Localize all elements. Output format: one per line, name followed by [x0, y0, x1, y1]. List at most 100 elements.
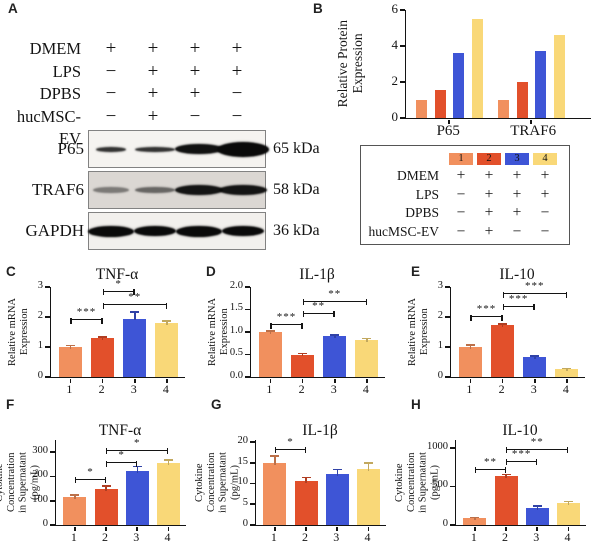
panel-letter: C [6, 264, 16, 279]
blot-row: TRAF6 58 kDa [4, 171, 320, 209]
error-bar-cap [501, 473, 511, 476]
x-tick-label: 1 [470, 530, 477, 544]
panel-letter: H [411, 397, 421, 412]
protein-band [176, 225, 222, 237]
error-bar-cap [163, 459, 173, 461]
x-tick [474, 526, 476, 531]
bar [463, 518, 487, 525]
y-tick-label: 1.5 [229, 302, 243, 314]
panel-c-tnfa-mrna-chart: C TNF-α Relative mRNA Expression *** ** * 0 1 2 3… [0, 263, 200, 396]
protein-band [134, 226, 176, 236]
significance-bracket [470, 314, 503, 321]
bar [535, 50, 546, 118]
significance-label: ** [328, 287, 342, 300]
y-tick-label: 2 [391, 73, 399, 89]
error-bar-cap [301, 476, 311, 479]
error-bar-line [367, 462, 370, 471]
error-bar-line [536, 506, 538, 510]
y-tick-label: 0 [242, 517, 248, 529]
panel-b-protein-expression-chart: 1 2 3 4 DMEM + + + + LPS − + + + DPBS − + + − hucMSC-EV − + − −… [305, 0, 600, 262]
x-tick-label: 2 [302, 530, 309, 544]
bar [553, 35, 565, 118]
x-tick-label: 3 [330, 382, 337, 396]
y-axis-label-text: Relative mRNA Expression [7, 298, 30, 366]
y-tick-label: 1 [437, 339, 443, 351]
condition-sign: + [189, 83, 201, 104]
y-axis-label: Relative Protein Expression [333, 10, 367, 118]
significance-label: *** [511, 448, 532, 461]
bar [434, 90, 446, 118]
x-tick-label: 3 [530, 382, 537, 396]
legend-condition-sign: + [484, 185, 494, 203]
panel-f-tnfa-cytokine-chart: F TNF-α Cytokine Concentration in Supernat… [0, 396, 200, 544]
legend-condition-label: hucMSC-EV [368, 223, 440, 239]
error-bar-line [336, 469, 338, 477]
blot-label: P65 [57, 139, 84, 158]
bar [516, 82, 528, 118]
error-bar-line [334, 335, 336, 339]
bracket-cap [333, 310, 335, 317]
x-tick [166, 378, 168, 383]
error-bar-cap [270, 455, 280, 457]
condition-label: DPBS [39, 84, 81, 103]
bar [523, 357, 547, 377]
error-bar-line [166, 320, 168, 325]
plot-area: ******* [244, 286, 385, 383]
error-bar-cap [130, 311, 140, 313]
x-tick-label: 4 [364, 530, 371, 544]
error-bar-line [136, 466, 138, 474]
chart-title: IL-10 [499, 266, 535, 283]
y-tick [44, 376, 50, 378]
significance-label: * [287, 436, 294, 449]
y-tick [444, 376, 450, 378]
x-tick-label: 4 [164, 530, 171, 544]
legend-condition-sign: − [456, 204, 466, 221]
bar [125, 471, 149, 525]
x-tick [567, 526, 570, 531]
significance-label: ** [483, 455, 497, 468]
bracket-cap [104, 477, 107, 484]
condition-sign: + [147, 38, 159, 59]
y-tick-label: 20 [237, 434, 249, 446]
panel-e-il10-mrna-chart: E IL-10 Relative mRNA Expression *** *** *** 0… [400, 263, 600, 396]
significance-bracket [270, 322, 303, 329]
error-bar-line [69, 345, 72, 349]
significance-bracket [74, 477, 107, 484]
error-bar-line [105, 486, 107, 492]
bar [471, 19, 483, 118]
treatment-legend-box: 1 2 3 4 DMEM + + + + LPS − + + + DPBS − + + − hucMSC-EV − + − − [360, 145, 570, 245]
chart-title: IL-1β [302, 422, 338, 439]
error-bar-line [269, 331, 272, 334]
y-tick-label: 0 [442, 517, 448, 529]
protein-band [135, 146, 175, 152]
legend-condition-sign: + [512, 204, 522, 221]
x-tick-label: 1 [270, 530, 277, 544]
x-tick [269, 378, 272, 383]
significance-bracket [274, 447, 307, 454]
protein-band [96, 146, 126, 152]
legend-condition-sign: + [484, 167, 494, 184]
significance-bracket [506, 447, 569, 454]
blot-label: TRAF6 [32, 180, 84, 199]
y-tick-label: 15 [237, 455, 249, 467]
bar [491, 325, 515, 377]
y-tick [399, 9, 405, 11]
panel-letter: F [6, 397, 15, 412]
legend-condition-sign: − [456, 185, 466, 203]
y-tick [249, 462, 255, 464]
y-tick [444, 346, 450, 348]
bracket-cap [74, 477, 77, 484]
bracket-cap [101, 317, 103, 324]
y-tick-label: 0.0 [229, 369, 243, 381]
x-tick-label: 2 [298, 382, 305, 396]
error-bar-line [505, 474, 507, 479]
x-tick-label: 1 [70, 530, 77, 544]
x-tick [167, 526, 170, 531]
error-bar-line [101, 336, 104, 340]
x-tick-label: 2 [98, 382, 105, 396]
bracket-cap [533, 304, 535, 311]
panel-g-il1b-cytokine-chart: G IL-1β Cytokine Concentration in Supernat… [194, 396, 400, 544]
x-tick [536, 526, 539, 531]
x-tick-label: 3 [333, 530, 340, 544]
error-bar-line [167, 460, 170, 465]
